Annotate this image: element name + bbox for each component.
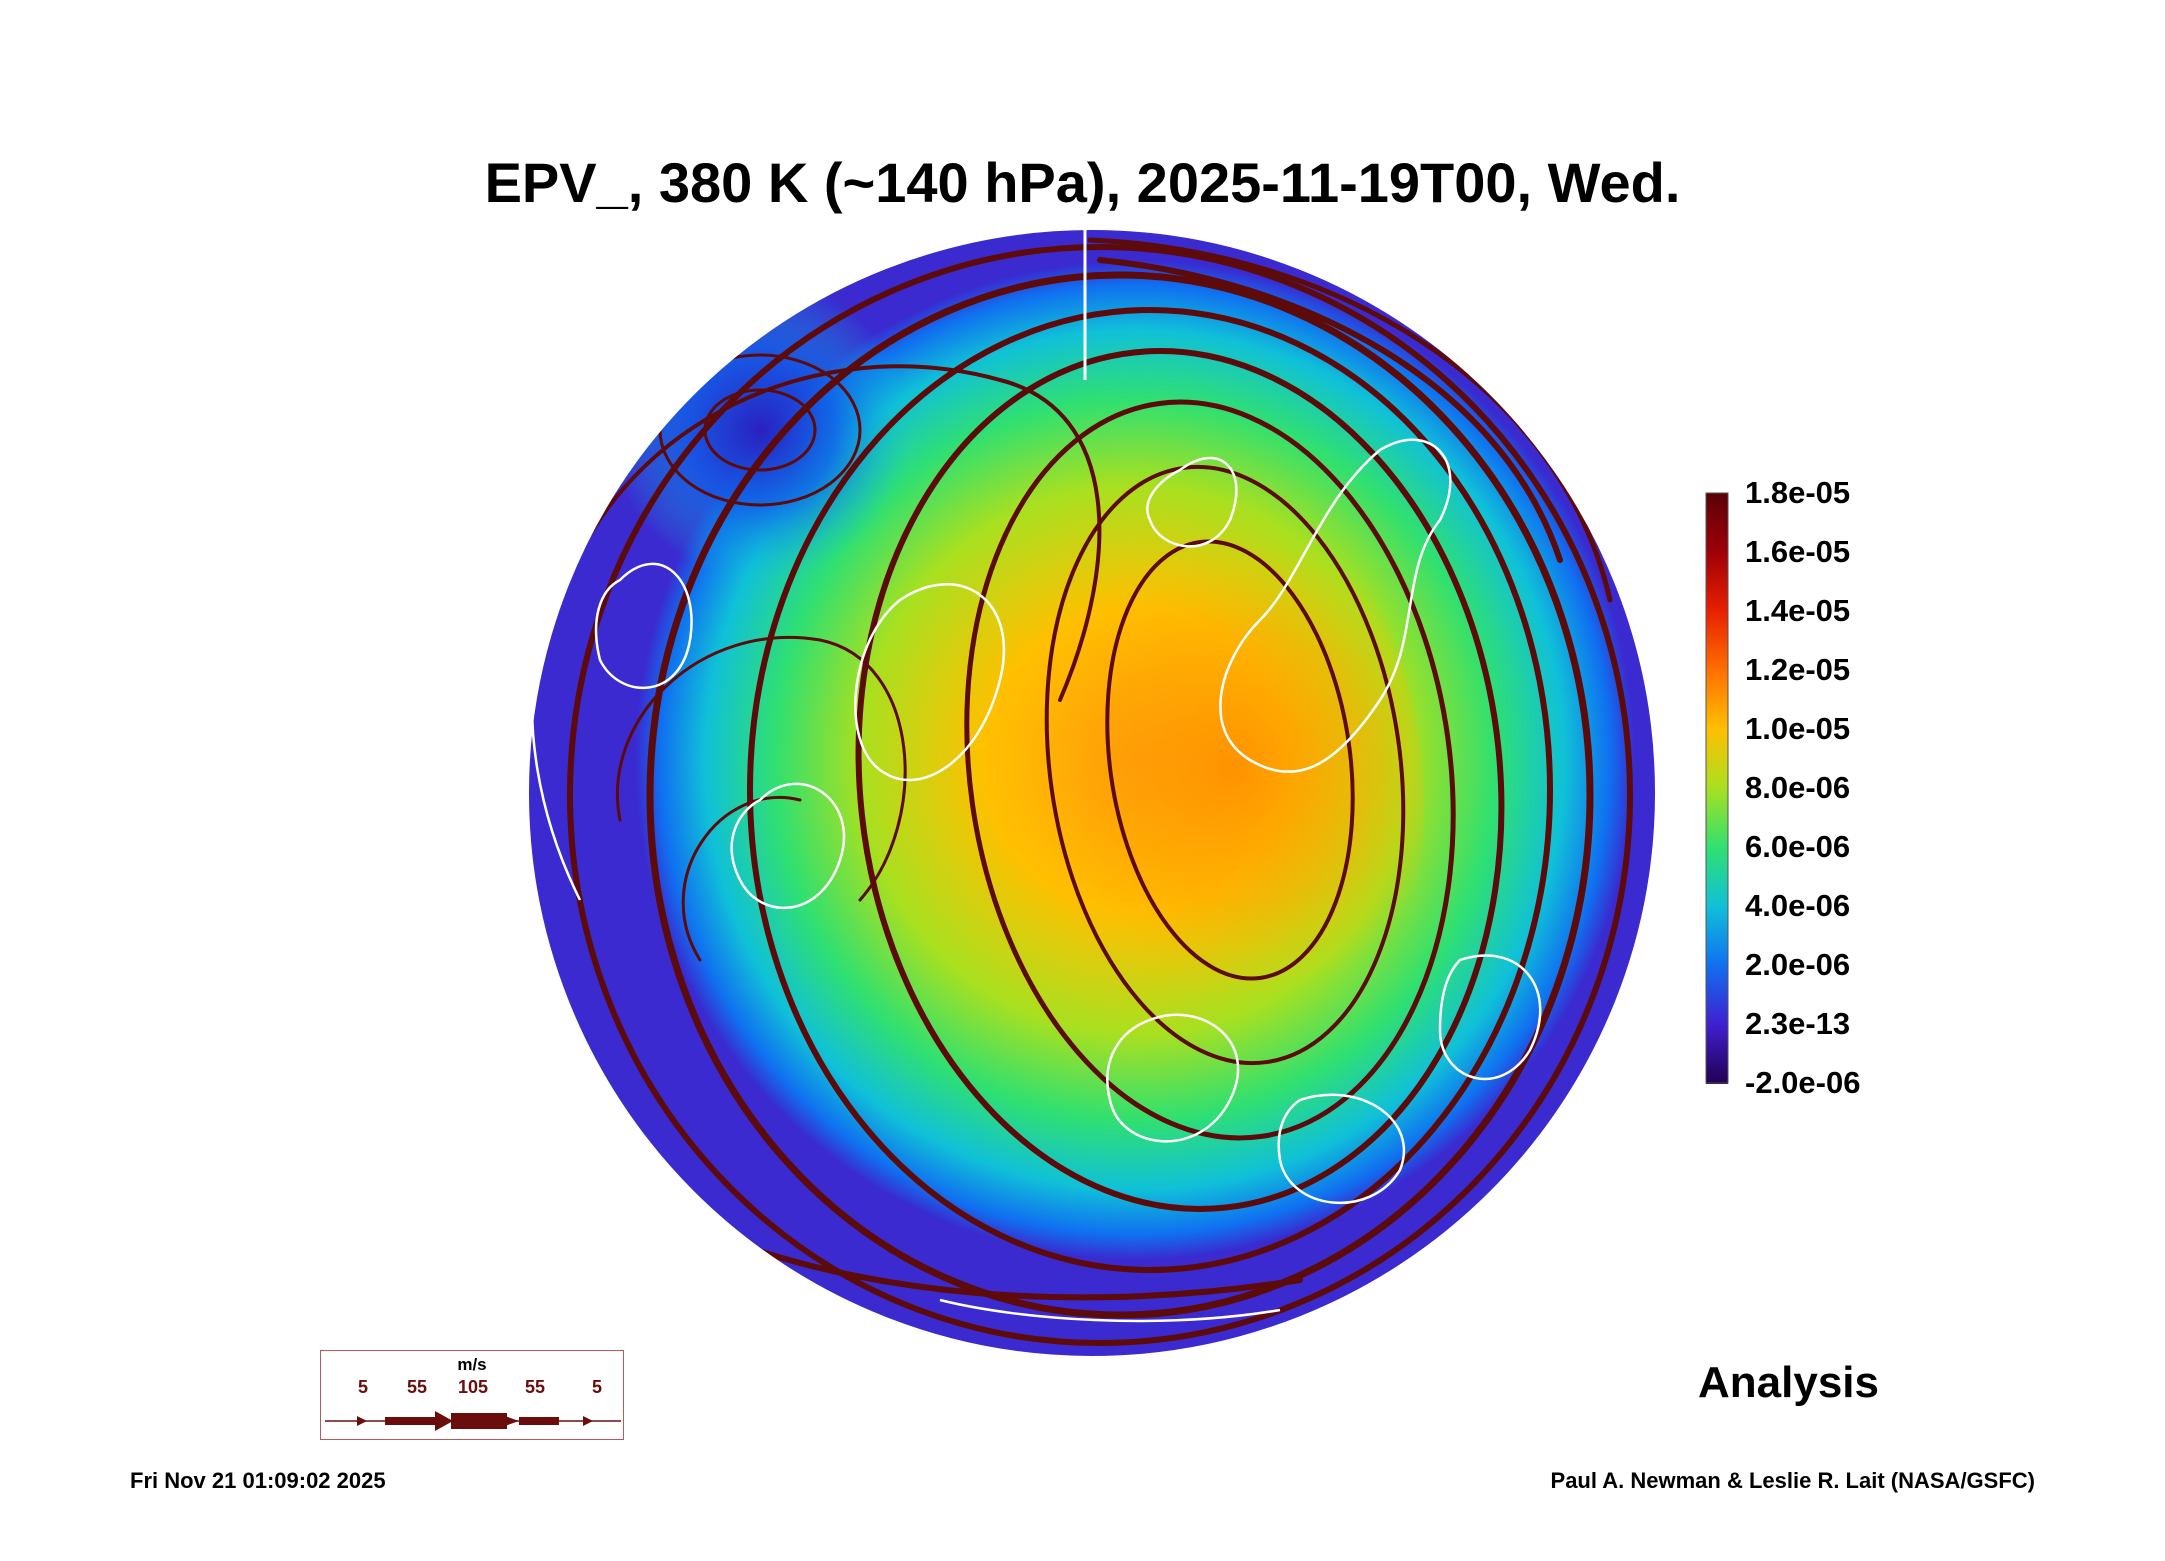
colorbar-tick-label: 1.2e-05 (1745, 652, 1851, 687)
wind-legend-tick: 55 (406, 1377, 428, 1397)
colorbar (1705, 492, 1729, 1084)
colorbar-segment (1706, 1024, 1728, 1084)
wind-speed-legend: m/s 5 55 105 55 5 (320, 1350, 624, 1440)
colorbar-tick-label: 4.0e-06 (1745, 888, 1851, 923)
colorbar-segment (1706, 670, 1728, 730)
colorbar-segment (1706, 847, 1728, 907)
colorbar-segment (1706, 965, 1728, 1025)
colorbar-tick-label: 1.6e-05 (1745, 534, 1851, 569)
colorbar-tick-label: 6.0e-06 (1745, 829, 1851, 864)
colorbar-segment (1706, 611, 1728, 671)
colorbar-tick-label: 1.0e-05 (1745, 711, 1851, 746)
colorbar-segment (1706, 906, 1728, 966)
colorbar-tick-label: 8.0e-06 (1745, 770, 1851, 805)
colorbar-tick-label: -2.0e-06 (1745, 1065, 1861, 1100)
colorbar-segment (1706, 552, 1728, 612)
colorbar-tick-label: 2.3e-13 (1745, 1006, 1851, 1041)
colorbar-segment (1706, 493, 1728, 553)
colorbar-frame (1705, 492, 1729, 1084)
colorbar-tick-label: 1.8e-05 (1745, 475, 1851, 510)
map-title: EPV_, 380 K (~140 hPa), 2025-11-19T00, W… (484, 151, 1681, 214)
colorbar-segment (1706, 729, 1728, 789)
epv-field (528, 229, 1656, 1357)
wind-legend-arrows (325, 1411, 621, 1431)
wind-legend-tick: 105 (457, 1377, 489, 1397)
wind-legend-tick: 5 (357, 1377, 369, 1397)
timestamp: Fri Nov 21 01:09:02 2025 (130, 1468, 386, 1493)
colorbar-tick-label: 1.4e-05 (1745, 593, 1851, 628)
wind-legend-tick: 55 (524, 1377, 546, 1397)
colorbar-segment (1706, 788, 1728, 848)
credit-line: Paul A. Newman & Leslie R. Lait (NASA/GS… (1550, 1468, 2035, 1493)
coastlines (530, 438, 1542, 1323)
colorbar-tick-label: 2.0e-06 (1745, 947, 1851, 982)
map-outline (527, 228, 1657, 1358)
wind-legend-unit: m/s (457, 1355, 487, 1374)
wind-legend-tick: 5 (591, 1377, 603, 1397)
analysis-label: Analysis (1698, 1358, 1879, 1407)
